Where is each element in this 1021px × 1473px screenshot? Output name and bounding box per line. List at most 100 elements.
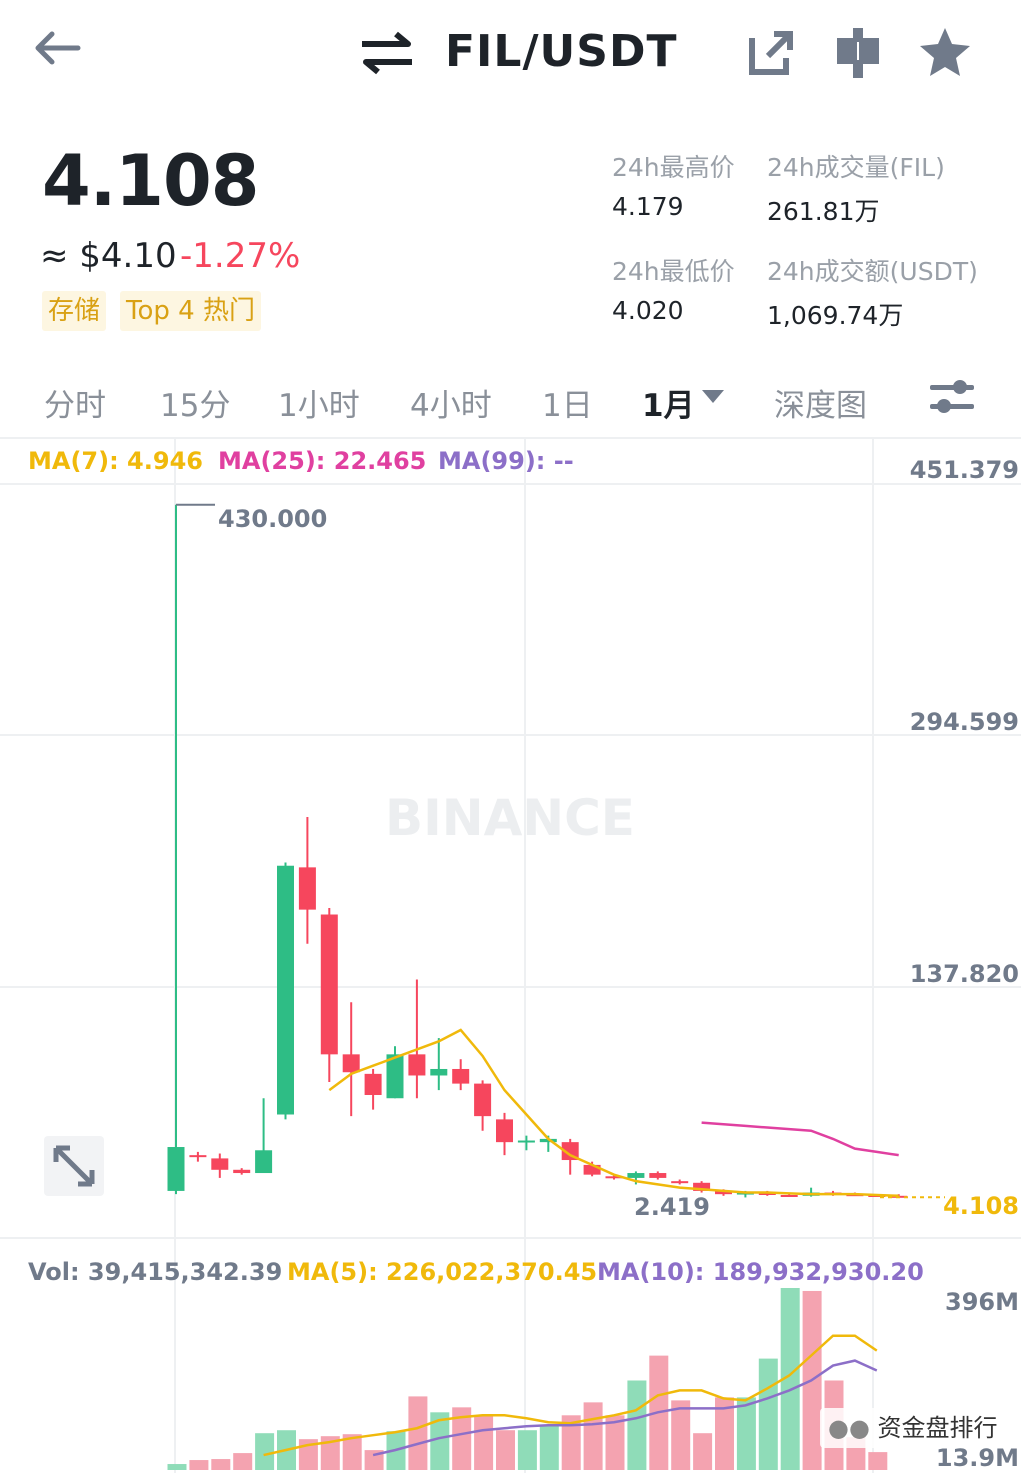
- vol-y-label-top: 396M: [945, 1288, 1019, 1316]
- volume-bar: [758, 1358, 778, 1470]
- stat-high-label: 24h最高价: [612, 153, 735, 182]
- tab-1month[interactable]: 1月: [642, 388, 695, 424]
- candle-body: [211, 1158, 229, 1170]
- y-label-low: 137.820: [909, 960, 1019, 988]
- stat-low-value: 4.020: [612, 296, 684, 325]
- ma99-legend: MA(99): --: [438, 447, 574, 475]
- y-label-mid: 294.599: [909, 708, 1019, 736]
- volume-bar: [561, 1415, 581, 1470]
- vol-ma5-line: [263, 1334, 878, 1457]
- candle-body: [386, 1054, 404, 1099]
- volume-bar: [342, 1434, 362, 1470]
- volume-bar: [736, 1397, 756, 1470]
- candle-body: [189, 1155, 207, 1158]
- volume-bar: [430, 1412, 450, 1470]
- tag-storage[interactable]: 存储: [42, 291, 107, 331]
- candle-body: [408, 1054, 426, 1076]
- candle-body: [255, 1150, 273, 1174]
- stat-vol-usdt-value: 1,069.74万: [767, 301, 904, 330]
- volume-bar: [211, 1459, 231, 1470]
- volume-bar: [474, 1415, 494, 1470]
- chart-settings-icon[interactable]: [928, 376, 976, 418]
- back-arrow-icon[interactable]: [30, 28, 82, 68]
- volume-bar: [233, 1453, 253, 1470]
- candle-body: [539, 1138, 557, 1143]
- tab-15m[interactable]: 15分: [160, 388, 231, 424]
- external-link-icon[interactable]: [748, 28, 796, 76]
- stat-vol-fil-label: 24h成交量(FIL): [767, 153, 945, 182]
- high-annotation: 430.000: [218, 505, 328, 533]
- ma25-legend: MA(25): 22.465: [218, 447, 427, 475]
- stat-low-label: 24h最低价: [612, 257, 735, 286]
- candle-body: [649, 1173, 667, 1178]
- volume-bar: [780, 1287, 800, 1470]
- top-bar: FIL/USDT: [0, 0, 1021, 110]
- volume-bar: [517, 1430, 537, 1470]
- tab-4h[interactable]: 4小时: [410, 388, 492, 424]
- candle-body: [561, 1142, 579, 1161]
- volume-bar: [693, 1433, 713, 1470]
- volume-bar: [320, 1436, 340, 1470]
- expand-icon: [53, 1145, 95, 1187]
- ma7-line: [328, 1028, 899, 1198]
- swap-icon[interactable]: [358, 30, 416, 76]
- ma25-line: [701, 1121, 899, 1157]
- y-label-top: 451.379: [909, 456, 1019, 484]
- candle-body: [605, 1176, 623, 1179]
- volume-bar: [189, 1460, 209, 1470]
- candle-body: [298, 867, 316, 910]
- candle-body: [320, 914, 338, 1055]
- volume-bar: [627, 1380, 647, 1470]
- candle-body: [715, 1190, 732, 1195]
- candle-body: [583, 1164, 601, 1175]
- ma7-legend: MA(7): 4.946: [28, 447, 203, 475]
- volume-bar: [255, 1433, 275, 1470]
- candle-body: [627, 1173, 645, 1178]
- candle-body: [671, 1181, 689, 1184]
- tab-1d[interactable]: 1日: [542, 388, 593, 424]
- stat-vol-usdt-label: 24h成交额(USDT): [767, 257, 978, 286]
- vol-legend: Vol: 39,415,342.39: [28, 1258, 283, 1286]
- candle-body: [277, 865, 294, 1115]
- chevron-down-icon[interactable]: [700, 388, 726, 406]
- last-price: 4.108: [42, 140, 259, 222]
- fullscreen-button[interactable]: [44, 1136, 104, 1196]
- candle-body: [474, 1083, 492, 1117]
- volume-bar: [868, 1452, 888, 1470]
- candle-body: [496, 1119, 513, 1143]
- stat-high-value: 4.179: [612, 192, 684, 221]
- volume-bar: [715, 1397, 734, 1470]
- badge-text: 资金盘排行: [877, 1414, 998, 1442]
- candle-body: [780, 1194, 798, 1197]
- volume-bar: [408, 1396, 428, 1470]
- stat-vol-fil-value: 261.81万: [767, 197, 880, 226]
- vol-ma10-legend: MA(10): 189,932,930.20: [597, 1258, 924, 1286]
- candle-body: [430, 1068, 448, 1076]
- low-annotation: 2.419: [634, 1193, 710, 1221]
- candle-body: [693, 1182, 711, 1191]
- candle-body: [517, 1140, 535, 1143]
- candle-body: [364, 1073, 382, 1095]
- wechat-icon: ●●: [828, 1414, 870, 1442]
- tag-top-hot[interactable]: Top 4 热门: [120, 291, 261, 331]
- candle-body: [167, 1147, 185, 1191]
- trading-pair-title[interactable]: FIL/USDT: [445, 26, 678, 77]
- volume-bar: [452, 1407, 472, 1470]
- vol-y-label-bottom: 13.9M: [935, 1444, 1019, 1472]
- binance-watermark: BINANCE: [385, 789, 635, 847]
- volume-bar: [583, 1402, 603, 1470]
- favorite-star-icon[interactable]: [918, 26, 972, 78]
- usd-price: ≈ $4.10: [40, 236, 177, 276]
- volume-bar: [605, 1415, 625, 1470]
- volume-bar: [167, 1464, 187, 1470]
- tab-1h[interactable]: 1小时: [278, 388, 360, 424]
- volume-bar: [671, 1400, 691, 1470]
- tab-depth[interactable]: 深度图: [774, 388, 867, 424]
- wechat-badge: ●● 资金盘排行: [820, 1408, 1006, 1448]
- tab-time-share[interactable]: 分时: [44, 388, 106, 424]
- candle-chart-icon[interactable]: [835, 26, 881, 80]
- candle-body: [452, 1068, 470, 1084]
- current-price-tag: 4.108: [943, 1192, 1019, 1220]
- volume-bar: [364, 1450, 384, 1470]
